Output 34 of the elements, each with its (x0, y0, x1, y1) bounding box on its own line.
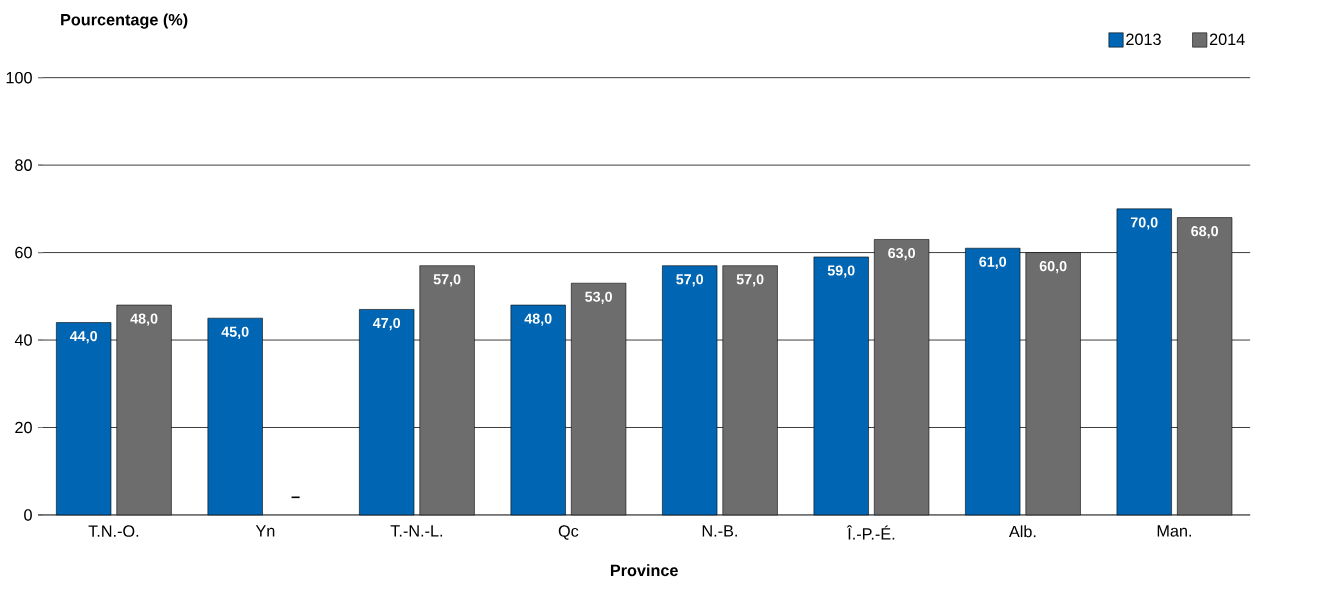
x-tick-label: Alb. (1008, 525, 1036, 538)
x-tick-label: Man. (1157, 525, 1192, 537)
x-tick-label: Î.-P.-É. (846, 525, 895, 540)
data-label: 47,0 (372, 318, 401, 331)
data-label: 48,0 (524, 313, 552, 326)
data-label: 68,0 (1191, 226, 1218, 239)
data-label: 61,0 (979, 256, 1007, 270)
y-tick-label: 80 (15, 159, 32, 172)
data-label: 44,0 (69, 331, 98, 344)
text: – (291, 496, 300, 499)
y-tick-label: 0 (24, 509, 32, 521)
legend-label: 2014 (1209, 33, 1245, 46)
x-tick-label: T.N.-O. (88, 525, 139, 538)
x-tick-label: N.-B. (702, 525, 737, 537)
y-axis-title: Pourcentage (%) (61, 13, 188, 29)
data-label: 53,0 (585, 291, 612, 305)
data-label: 57,0 (433, 274, 461, 287)
data-label: 57,0 (676, 274, 704, 287)
data-label: 60,0 (1039, 261, 1067, 274)
x-axis-title: Province (610, 564, 678, 577)
legend-label: 2013 (1126, 33, 1161, 46)
data-label: 59,0 (827, 265, 855, 278)
x-tick-label: Yn (255, 525, 275, 537)
data-label: 57,0 (736, 274, 764, 287)
x-tick-label: Qc (558, 525, 579, 540)
data-label: 70,0 (1130, 217, 1158, 230)
data-label: 63,0 (888, 248, 915, 261)
y-tick-label: 40 (14, 334, 32, 346)
y-tick-label: 60 (15, 247, 32, 259)
y-tick-label: 100 (6, 72, 32, 84)
y-tick-label: 20 (15, 421, 32, 434)
data-label: 48,0 (130, 313, 158, 326)
data-label: 45,0 (221, 326, 249, 340)
x-tick-label: T.-N.-L. (390, 525, 443, 537)
